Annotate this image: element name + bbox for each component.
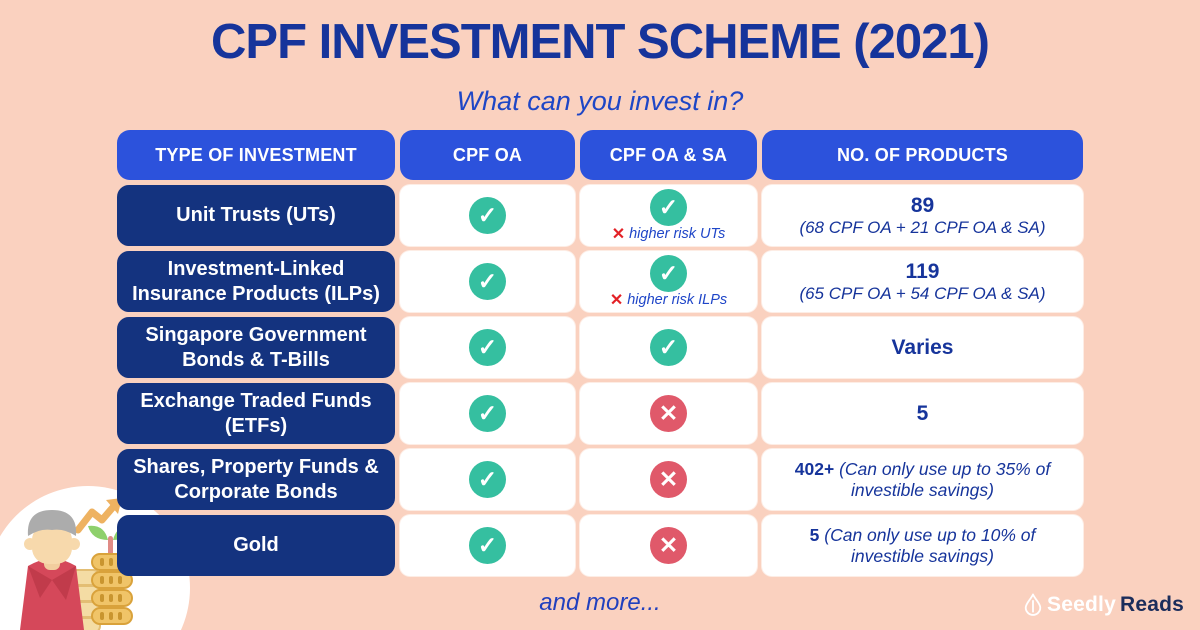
status-cell: ✓ — [400, 449, 575, 510]
products-text: 5 (Can only use up to 10% of investible … — [772, 525, 1073, 567]
products-count: 5 — [916, 401, 929, 425]
products-cell: 5 — [762, 383, 1083, 444]
products-note: (68 CPF OA + 21 CPF OA & SA) — [799, 218, 1046, 238]
page-title-wrap: CPF INVESTMENT SCHEME (2021) — [0, 15, 1200, 70]
check-icon: ✓ — [469, 329, 506, 366]
higher-risk-note: ✕ higher risk UTs — [611, 225, 726, 243]
products-cell: 89 (68 CPF OA + 21 CPF OA & SA) — [762, 185, 1083, 246]
products-count: 5 — [809, 524, 820, 545]
products-note: (Can only use up to 35% of investible sa… — [839, 458, 1051, 500]
logo-reads-text: Reads — [1119, 592, 1184, 616]
investment-table: TYPE OF INVESTMENT CPF OA CPF OA & SA NO. O… — [117, 130, 1083, 576]
x-mark-icon: ✕ — [609, 291, 624, 309]
products-count: 89 — [910, 194, 935, 218]
status-cell: ✓ ✕ higher risk UTs — [580, 185, 757, 246]
page-subtitle: What can you invest in? — [456, 86, 744, 116]
products-cell: 402+ (Can only use up to 35% of investib… — [762, 449, 1083, 510]
check-icon: ✓ — [469, 461, 506, 498]
check-icon: ✓ — [469, 527, 506, 564]
cross-icon: ✕ — [650, 395, 687, 432]
higher-risk-note: ✕ higher risk ILPs — [609, 291, 728, 309]
status-cell: ✓ — [400, 515, 575, 576]
row-label: Exchange Traded Funds (ETFs) — [117, 383, 395, 444]
check-icon: ✓ — [650, 188, 687, 226]
page-title: CPF INVESTMENT SCHEME (2021) — [211, 15, 990, 69]
products-note: (Can only use up to 10% of investible sa… — [824, 524, 1036, 566]
check-icon: ✓ — [650, 254, 687, 292]
column-header: TYPE OF INVESTMENT — [117, 130, 395, 180]
products-count: 119 — [905, 260, 940, 284]
products-cell: Varies — [762, 317, 1083, 378]
row-label: Singapore Government Bonds & T-Bills — [117, 317, 395, 378]
cross-icon: ✕ — [650, 461, 687, 498]
status-cell: ✓ — [580, 317, 757, 378]
row-label: Unit Trusts (UTs) — [117, 185, 395, 246]
status-cell: ✓ — [400, 383, 575, 444]
products-cell: 119 (65 CPF OA + 54 CPF OA & SA) — [762, 251, 1083, 312]
seedly-leaf-icon — [1024, 593, 1042, 616]
growth-arrow-icon — [74, 502, 118, 534]
row-label: Shares, Property Funds & Corporate Bonds — [117, 449, 395, 510]
retiree-figure — [20, 510, 84, 630]
seedly-reads-logo: Seedly Reads — [1023, 592, 1184, 617]
status-cell: ✓ — [400, 185, 575, 246]
and-more-note: and more... — [539, 589, 661, 616]
x-mark-icon: ✕ — [611, 225, 626, 243]
row-label: Gold — [117, 515, 395, 576]
status-cell: ✕ — [580, 383, 757, 444]
column-header: CPF OA — [400, 130, 575, 180]
status-cell: ✓ ✕ higher risk ILPs — [580, 251, 757, 312]
products-cell: 5 (Can only use up to 10% of investible … — [762, 515, 1083, 576]
products-text: 402+ (Can only use up to 35% of investib… — [772, 459, 1073, 501]
check-icon: ✓ — [469, 197, 506, 234]
status-cell: ✕ — [580, 449, 757, 510]
products-count: 402+ — [794, 458, 835, 479]
products-count: Varies — [891, 335, 954, 359]
column-header: CPF OA & SA — [580, 130, 757, 180]
row-label: Investment-Linked Insurance Products (IL… — [117, 251, 395, 312]
status-cell: ✕ — [580, 515, 757, 576]
check-icon: ✓ — [469, 263, 506, 300]
cross-icon: ✕ — [650, 527, 687, 564]
products-note: (65 CPF OA + 54 CPF OA & SA) — [799, 284, 1046, 304]
check-icon: ✓ — [650, 329, 687, 366]
column-header: NO. OF PRODUCTS — [762, 130, 1083, 180]
higher-risk-note-text: higher risk ILPs — [627, 292, 728, 309]
logo-seedly-text: Seedly — [1047, 592, 1116, 616]
higher-risk-note-text: higher risk UTs — [629, 226, 726, 243]
status-cell: ✓ — [400, 317, 575, 378]
status-cell: ✓ — [400, 251, 575, 312]
check-icon: ✓ — [469, 395, 506, 432]
